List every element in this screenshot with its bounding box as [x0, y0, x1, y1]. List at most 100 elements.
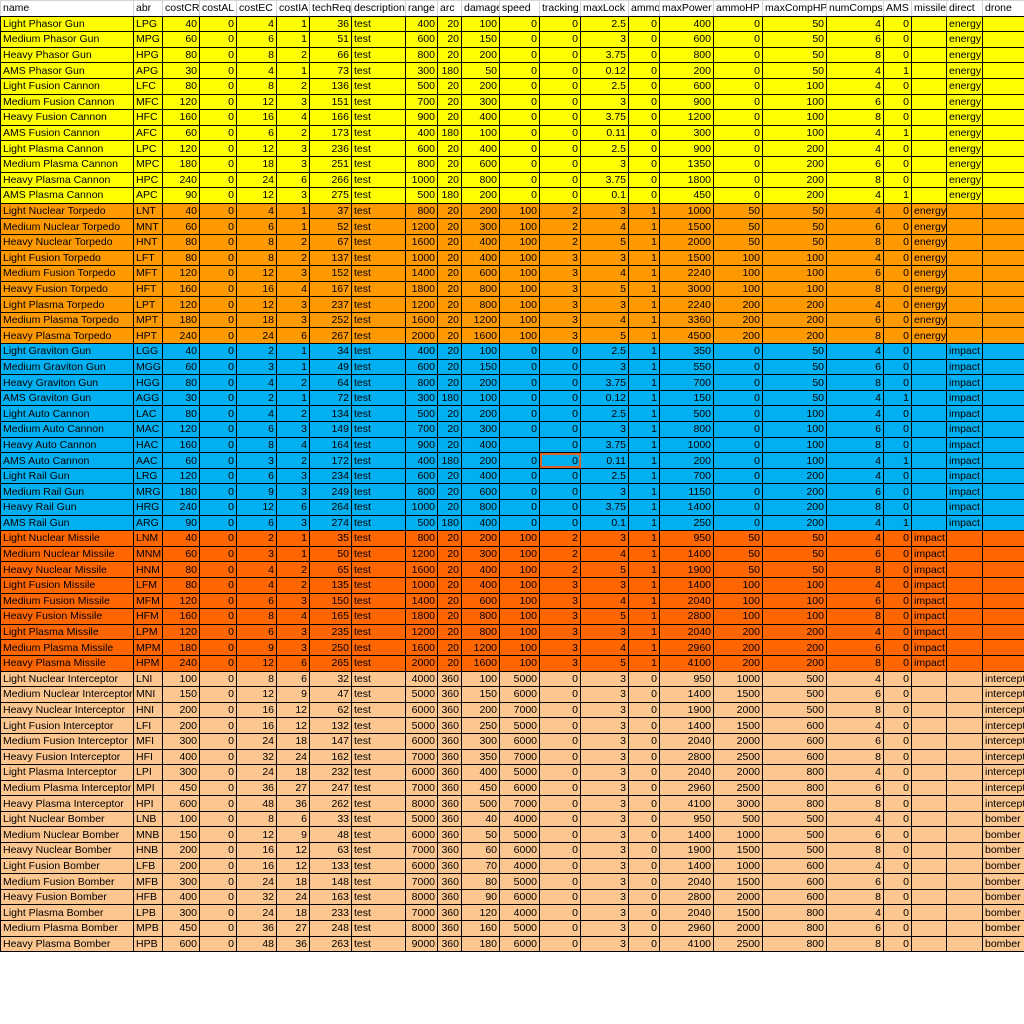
cell-damage[interactable]: 80 [461, 873, 500, 890]
cell-costec[interactable]: 6 [236, 421, 277, 438]
cell-abr[interactable]: HFT [133, 280, 163, 298]
cell-missile[interactable]: impact [911, 639, 947, 656]
cell-tracking[interactable]: 3 [539, 249, 581, 267]
cell-range[interactable]: 800 [405, 483, 438, 500]
cell-arc[interactable]: 360 [437, 857, 462, 875]
cell-direct[interactable] [946, 717, 983, 734]
cell-costcr[interactable]: 80 [162, 249, 200, 267]
cell-description[interactable]: test [351, 31, 406, 48]
cell-description[interactable]: test [351, 561, 406, 578]
cell-missile[interactable]: energy [911, 311, 947, 329]
cell-description[interactable]: test [351, 499, 406, 516]
cell-costia[interactable]: 18 [276, 764, 310, 781]
cell-drone[interactable] [982, 499, 1024, 516]
cell-maxlock[interactable]: 0.1 [580, 514, 629, 532]
cell-arc[interactable]: 180 [437, 452, 462, 469]
cell-drone[interactable] [982, 343, 1024, 360]
cell-maxlock[interactable]: 3 [580, 576, 629, 594]
cell-abr[interactable]: HPC [133, 171, 163, 189]
column-header-ams[interactable]: AMS [883, 0, 912, 17]
cell-maxlock[interactable]: 0.11 [580, 452, 629, 469]
column-header-abr[interactable]: abr [133, 0, 163, 17]
cell-maxlock[interactable]: 3 [580, 748, 629, 766]
cell-range[interactable]: 7000 [405, 842, 438, 859]
cell-ams[interactable]: 1 [883, 514, 912, 532]
cell-ammohp[interactable]: 100 [713, 249, 763, 267]
cell-damage[interactable]: 200 [461, 530, 500, 547]
cell-costec[interactable]: 24 [236, 873, 277, 890]
cell-ams[interactable]: 0 [883, 436, 912, 454]
cell-costal[interactable]: 0 [199, 46, 237, 64]
cell-costec[interactable]: 32 [236, 888, 277, 906]
cell-drone[interactable] [982, 405, 1024, 423]
cell-name[interactable]: Medium Graviton Gun [0, 358, 134, 376]
cell-costec[interactable]: 12 [236, 654, 277, 672]
cell-costal[interactable]: 0 [199, 202, 237, 220]
cell-costia[interactable]: 1 [276, 15, 310, 33]
cell-missile[interactable] [911, 46, 947, 64]
cell-ammo[interactable]: 0 [628, 62, 660, 79]
cell-speed[interactable]: 100 [499, 623, 540, 641]
cell-arc[interactable]: 20 [437, 202, 462, 220]
cell-damage[interactable]: 600 [461, 265, 500, 282]
cell-name[interactable]: Light Plasma Bomber [0, 904, 134, 922]
cell-ams[interactable]: 0 [883, 467, 912, 485]
cell-range[interactable]: 7000 [405, 779, 438, 797]
cell-costcr[interactable]: 60 [162, 545, 200, 563]
cell-maxlock[interactable]: 0.11 [580, 124, 629, 142]
cell-ammo[interactable]: 1 [628, 202, 660, 220]
cell-description[interactable]: test [351, 873, 406, 890]
cell-costcr[interactable]: 300 [162, 732, 200, 750]
cell-costec[interactable]: 6 [236, 31, 277, 48]
cell-costcr[interactable]: 150 [162, 686, 200, 703]
cell-name[interactable]: Heavy Graviton Gun [0, 374, 134, 391]
cell-tracking[interactable]: 0 [539, 857, 581, 875]
cell-range[interactable]: 1400 [405, 592, 438, 610]
cell-costia[interactable]: 3 [276, 187, 310, 204]
cell-costia[interactable]: 1 [276, 545, 310, 563]
cell-numcomps[interactable]: 8 [826, 109, 884, 126]
cell-name[interactable]: Light Plasma Torpedo [0, 296, 134, 313]
cell-abr[interactable]: ARG [133, 514, 163, 532]
cell-ammohp[interactable]: 200 [713, 623, 763, 641]
cell-missile[interactable]: impact [911, 561, 947, 578]
cell-costcr[interactable]: 120 [162, 265, 200, 282]
column-header-tracking[interactable]: tracking [539, 0, 581, 17]
cell-direct[interactable]: impact [946, 389, 983, 407]
cell-name[interactable]: Heavy Nuclear Bomber [0, 842, 134, 859]
cell-maxlock[interactable]: 3.75 [580, 171, 629, 189]
cell-maxcomphp[interactable]: 200 [762, 623, 827, 641]
cell-damage[interactable]: 600 [461, 592, 500, 610]
cell-maxlock[interactable]: 5 [580, 280, 629, 298]
cell-range[interactable]: 1000 [405, 249, 438, 267]
cell-maxlock[interactable]: 4 [580, 311, 629, 329]
cell-ammo[interactable]: 1 [628, 343, 660, 360]
cell-damage[interactable]: 1600 [461, 327, 500, 345]
cell-techreq[interactable]: 66 [309, 46, 352, 64]
cell-drone[interactable] [982, 249, 1024, 267]
cell-maxcomphp[interactable]: 100 [762, 608, 827, 625]
cell-maxpower[interactable]: 3000 [659, 280, 714, 298]
cell-numcomps[interactable]: 8 [826, 436, 884, 454]
cell-costal[interactable]: 0 [199, 296, 237, 313]
cell-ams[interactable]: 0 [883, 545, 912, 563]
cell-missile[interactable] [911, 717, 947, 734]
cell-speed[interactable]: 0 [499, 187, 540, 204]
cell-description[interactable]: test [351, 202, 406, 220]
cell-missile[interactable] [911, 452, 947, 469]
cell-maxpower[interactable]: 1000 [659, 436, 714, 454]
cell-maxlock[interactable]: 3 [580, 483, 629, 500]
cell-numcomps[interactable]: 6 [826, 826, 884, 844]
cell-name[interactable]: Medium Nuclear Interceptor [0, 686, 134, 703]
cell-missile[interactable]: energy [911, 265, 947, 282]
cell-name[interactable]: Light Fusion Torpedo [0, 249, 134, 267]
cell-numcomps[interactable]: 6 [826, 218, 884, 235]
cell-maxlock[interactable]: 3 [580, 764, 629, 781]
cell-speed[interactable]: 100 [499, 561, 540, 578]
cell-abr[interactable]: HPG [133, 46, 163, 64]
cell-techreq[interactable]: 165 [309, 608, 352, 625]
cell-costal[interactable]: 0 [199, 358, 237, 376]
cell-costcr[interactable]: 40 [162, 15, 200, 33]
cell-maxlock[interactable]: 3 [580, 826, 629, 844]
cell-maxcomphp[interactable]: 800 [762, 920, 827, 937]
